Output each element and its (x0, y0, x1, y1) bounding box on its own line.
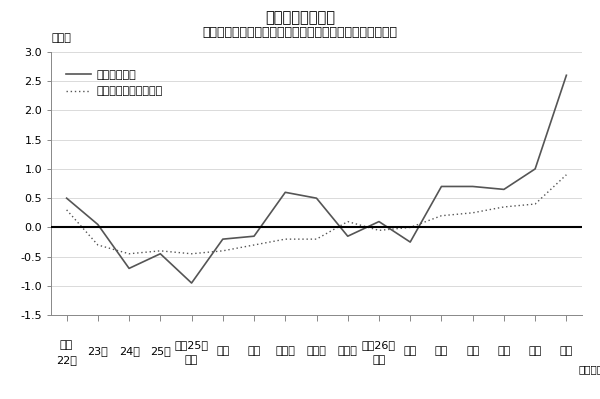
Text: 25年: 25年 (150, 346, 170, 356)
Text: ２月: ２月 (404, 346, 417, 356)
現金給与総額 (125, 266, 133, 271)
Text: 現金給与額の推移: 現金給与額の推移 (265, 10, 335, 25)
Legend: 現金給与総額, きまって支給する給与: 現金給与総額, きまって支給する給与 (62, 65, 167, 101)
きまって支給する給与 (219, 249, 226, 253)
Text: ４月: ４月 (466, 346, 479, 356)
Text: （速報）: （速報） (579, 364, 600, 374)
きまって支給する給与 (532, 201, 539, 206)
現金給与総額 (188, 280, 195, 285)
きまって支給する給与 (563, 172, 570, 177)
Text: 平成26年: 平成26年 (362, 340, 396, 350)
きまって支給する給与 (407, 225, 414, 230)
Text: 22年: 22年 (56, 356, 77, 365)
きまって支給する給与 (157, 249, 164, 253)
Text: １０月: １０月 (275, 346, 295, 356)
Text: 23年: 23年 (88, 346, 108, 356)
Text: ９月: ９月 (247, 346, 260, 356)
Text: 24年: 24年 (119, 346, 140, 356)
きまって支給する給与 (344, 219, 352, 224)
きまって支給する給与 (250, 243, 257, 247)
Text: ５月: ５月 (497, 346, 511, 356)
Line: 現金給与総額: 現金給与総額 (67, 75, 566, 283)
現金給与総額 (157, 251, 164, 256)
Text: 平成25年: 平成25年 (175, 340, 209, 350)
Text: ６月: ６月 (529, 346, 542, 356)
Text: ３月: ３月 (435, 346, 448, 356)
現金給与総額 (438, 184, 445, 189)
きまって支給する給与 (281, 237, 289, 241)
きまって支給する給与 (500, 205, 508, 209)
現金給与総額 (532, 166, 539, 171)
きまって支給する給与 (469, 210, 476, 215)
Text: ８月: ８月 (216, 346, 229, 356)
現金給与総額 (313, 196, 320, 201)
Text: １２月: １２月 (338, 346, 358, 356)
現金給与総額 (376, 219, 383, 224)
現金給与総額 (281, 190, 289, 195)
現金給与総額 (469, 184, 476, 189)
きまって支給する給与 (63, 207, 70, 212)
Line: きまって支給する給与: きまって支給する給与 (67, 175, 566, 254)
現金給与総額 (219, 237, 226, 241)
きまって支給する給与 (376, 228, 383, 233)
きまって支給する給与 (313, 237, 320, 241)
Text: １１月: １１月 (307, 346, 326, 356)
現金給与総額 (407, 240, 414, 245)
現金給与総額 (500, 187, 508, 192)
きまって支給する給与 (94, 243, 101, 247)
きまって支給する給与 (438, 213, 445, 218)
Text: １月: １月 (373, 356, 386, 365)
現金給与総額 (563, 73, 570, 78)
きまって支給する給与 (125, 251, 133, 256)
きまって支給する給与 (188, 251, 195, 256)
Text: ７月: ７月 (560, 346, 573, 356)
現金給与総額 (250, 234, 257, 239)
現金給与総額 (94, 222, 101, 227)
現金給与総額 (344, 234, 352, 239)
Text: ７月: ７月 (185, 356, 198, 365)
Text: （％）: （％） (51, 33, 71, 43)
Text: 平成: 平成 (60, 340, 73, 350)
現金給与総額 (63, 196, 70, 201)
Text: －現金給与総額及びきまって支給する給与の前年増減率－: －現金給与総額及びきまって支給する給与の前年増減率－ (203, 26, 398, 39)
